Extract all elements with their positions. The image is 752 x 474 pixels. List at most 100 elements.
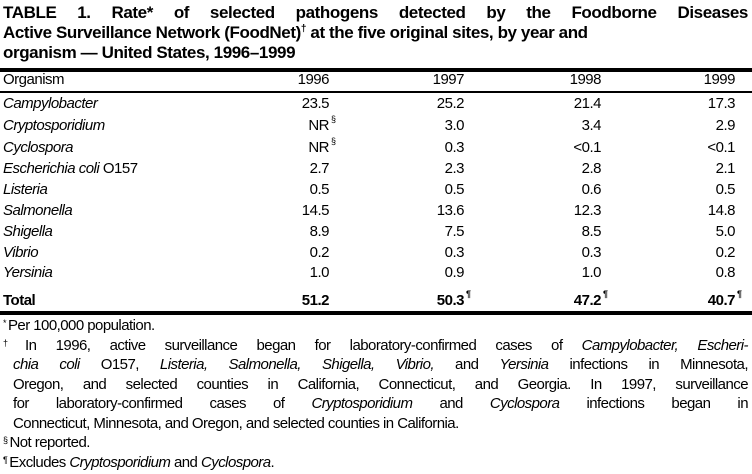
value: 0.2 <box>715 244 736 261</box>
value: 8.9 <box>309 223 330 240</box>
value: <0.1 <box>707 139 735 156</box>
cell-value: 0.5 <box>249 181 330 198</box>
total-1997: 50.3 ¶ <box>384 289 471 309</box>
header-1999: 1999 <box>703 71 736 88</box>
footnote-mark: ¶ <box>737 289 742 299</box>
organism-serotype: O157 <box>99 160 138 177</box>
organism-name: Shigella <box>3 223 53 240</box>
footnote-italic: Listeria, Salmonella, Shigella, Vibrio, <box>159 356 435 373</box>
footnote-text: Per 100,000 population. <box>7 317 155 334</box>
footnote-3: § Not reported. <box>3 433 748 453</box>
table-title: TABLE 1. Rate* of selected pathogens det… <box>3 3 748 63</box>
total-1996: 51.2 <box>249 292 330 309</box>
header-1996: 1996 <box>297 71 330 88</box>
value: 2.7 <box>309 160 330 177</box>
value: NR <box>308 117 329 134</box>
cell-value: 0.6 <box>521 181 602 198</box>
value: 2.8 <box>581 160 602 177</box>
value: 7.5 <box>444 223 465 240</box>
cell-value: 2.1 <box>655 160 736 177</box>
cell-value: <0.1 <box>521 139 601 156</box>
total-label: Total <box>3 292 36 309</box>
footnote-text: and <box>434 356 500 373</box>
footnotes: * Per 100,000 population. † In 1996, activ… <box>3 316 749 473</box>
cell-value: 14.5 <box>249 202 330 219</box>
footnote-mark: ¶ <box>3 454 8 465</box>
table-row: Campylobacter 23.5 25.2 21.4 17.3 <box>0 95 752 115</box>
footnote-mark: ¶ <box>466 289 471 299</box>
header-1997: 1997 <box>432 71 465 88</box>
footnote-italic: Yersinia <box>499 356 550 373</box>
footnote-mark: † <box>300 23 307 35</box>
value: 0.5 <box>444 181 465 198</box>
cell-value: 0.3 <box>384 244 465 261</box>
organism-italic: Shigella <box>3 223 53 240</box>
value: 2.9 <box>715 117 736 134</box>
total-row: Total 51.2 50.3 ¶ 47.2 ¶ 40.7 ¶ <box>0 289 752 312</box>
footnote-text: and <box>170 453 201 471</box>
organism-italic: Cryptosporidium <box>3 117 105 134</box>
table-row: Vibrio 0.2 0.3 0.3 0.2 <box>0 244 752 264</box>
value: 1.0 <box>581 264 602 281</box>
footnote-text: In 1996, active surveillance began for l… <box>25 336 582 354</box>
organism-italic: Listeria <box>3 181 48 198</box>
value: 0.9 <box>444 264 465 281</box>
cell-value: 0.2 <box>249 244 330 261</box>
value: 12.3 <box>573 202 602 219</box>
footnote-text: and <box>412 395 490 412</box>
footnote-4: ¶ Excludes Cryptosporidium and Cyclospora… <box>3 453 748 473</box>
value: 51.2 <box>301 292 330 309</box>
title-text: Active Surveillance Network (FoodNet) <box>3 23 301 42</box>
value: 0.2 <box>309 244 330 261</box>
value: 21.4 <box>573 95 602 112</box>
cell-value: 0.3 <box>384 139 465 156</box>
value: 5.0 <box>715 223 736 240</box>
cell-value: 0.9 <box>384 264 465 281</box>
organism-italic: Campylobacter <box>3 95 98 112</box>
value: 0.5 <box>309 181 330 198</box>
footnote-text: Not reported. <box>9 434 90 451</box>
title-line-3: organism — United States, 1996–1999 <box>3 43 296 62</box>
table-row: Cryptosporidium NR § 3.0 3.4 2.9 <box>0 114 752 137</box>
value: 8.5 <box>581 223 602 240</box>
cell-value: 0.2 <box>655 244 736 261</box>
header-row: Organism 1996 1997 1998 1999 <box>0 71 752 91</box>
footnote-text: infections in Minnesota, <box>548 356 749 373</box>
total-1999: 40.7 ¶ <box>655 289 742 309</box>
footnote-mark: * <box>3 318 6 328</box>
cell-value: 0.5 <box>384 181 465 198</box>
value: NR <box>308 139 329 156</box>
organism-name: Listeria <box>3 181 48 198</box>
footnote-text: Excludes <box>9 453 70 471</box>
value: 14.8 <box>707 202 736 219</box>
value: 3.0 <box>444 117 465 134</box>
cell-value: NR § <box>249 136 336 156</box>
value: 17.3 <box>707 95 736 112</box>
cell-value: <0.1 <box>655 139 735 156</box>
cell-value: 23.5 <box>249 95 330 112</box>
table-row: Salmonella 14.5 13.6 12.3 14.8 <box>0 202 752 222</box>
table-row: Cyclospora NR § 0.3 <0.1 <0.1 <box>0 136 752 159</box>
table-row: Shigella 8.9 7.5 8.5 5.0 <box>0 223 752 243</box>
footnote-text: for laboratory-confirmed cases of <box>13 395 312 412</box>
footnote-mark: § <box>331 114 336 124</box>
footnote-mark: § <box>3 435 8 445</box>
organism-name: Salmonella <box>3 202 73 219</box>
cell-value: 1.0 <box>521 264 602 281</box>
footnote-mark: ¶ <box>603 289 608 299</box>
title-line-2: Active Surveillance Network (FoodNet)† a… <box>3 23 748 43</box>
footnote-mark: § <box>331 136 336 146</box>
value: 14.5 <box>301 202 330 219</box>
total-1998: 47.2 ¶ <box>521 289 608 309</box>
top-rule <box>0 68 752 72</box>
value: 13.6 <box>436 202 465 219</box>
title-line-1: TABLE 1. Rate* of selected pathogens det… <box>3 3 748 22</box>
value: 2.3 <box>444 160 465 177</box>
footnote-text: . <box>270 453 275 471</box>
header-rule <box>0 91 752 93</box>
organism-name: Vibrio <box>3 244 39 261</box>
value: 23.5 <box>301 95 330 112</box>
value: 0.8 <box>715 264 736 281</box>
footnote-text: infections began in <box>559 395 748 412</box>
footnote-1: * Per 100,000 population. <box>3 316 748 336</box>
